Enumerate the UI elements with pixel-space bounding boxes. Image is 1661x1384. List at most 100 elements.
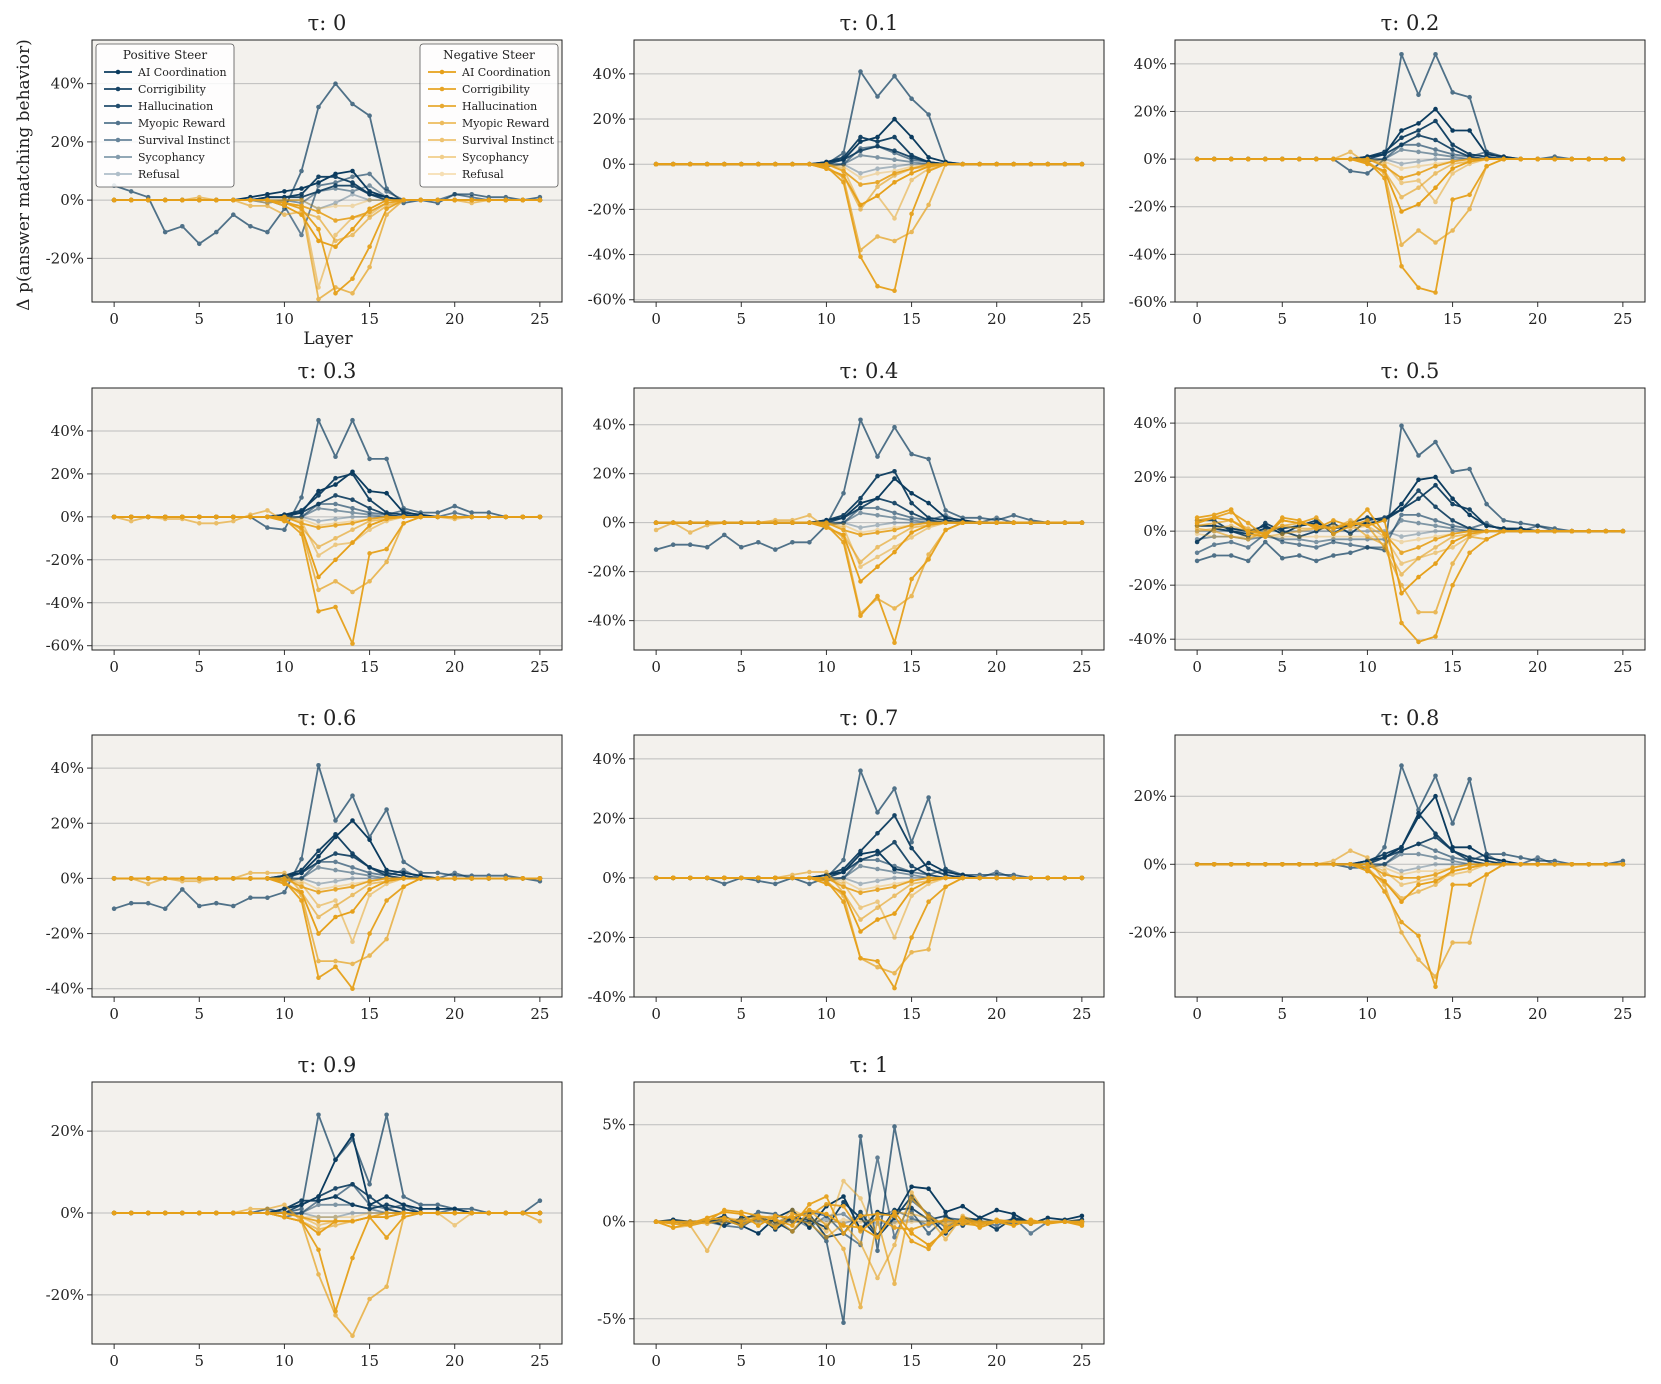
panel-5-point: [875, 495, 880, 501]
panel-3-point: [1484, 156, 1489, 162]
panel-11-point: [841, 1231, 846, 1236]
panel-4-point: [384, 559, 389, 565]
panel-9-point: [1484, 851, 1489, 857]
panel-10-point: [350, 1333, 355, 1339]
panel-5-point: [722, 520, 727, 525]
panel-10-point: [537, 1198, 543, 1203]
panel-4-point: [367, 518, 372, 524]
panel-7-x-tick-label: 5: [195, 1005, 205, 1023]
panel-5-point: [824, 520, 829, 525]
panel-6-point: [1348, 542, 1353, 547]
panel-9-point: [1518, 855, 1523, 860]
panel-2-point: [1011, 161, 1016, 167]
panel-4-point: [111, 514, 117, 520]
panel-1-point: [162, 229, 168, 235]
panel-2-point: [875, 155, 880, 160]
panel-3-point: [1450, 90, 1455, 95]
panel-6-point: [1280, 534, 1285, 539]
panel-6-point: [1450, 539, 1455, 545]
panel-1-point: [333, 174, 338, 180]
panel-4-point: [469, 514, 475, 520]
panel-5-point: [1011, 520, 1016, 525]
panel-2-x-tick-label: 5: [737, 310, 747, 328]
panel-1-point: [180, 224, 185, 229]
panel-4-point: [248, 514, 253, 520]
panel-2-point: [687, 161, 693, 167]
panel-11-point: [1011, 1219, 1016, 1224]
panel-4-point: [333, 482, 338, 487]
panel-8-point: [858, 863, 863, 869]
panel-8-title: τ: 0.7: [840, 706, 899, 730]
panel-4-point: [350, 518, 355, 524]
panel-5-point: [704, 520, 710, 525]
panel-2-frame: [633, 39, 1105, 303]
panel-7-point: [128, 900, 134, 906]
panel-9-point: [1416, 868, 1421, 874]
panel-10-point: [350, 1202, 355, 1208]
panel-2-line-negative-refusal: [656, 163, 1082, 179]
panel-10-point: [418, 1206, 424, 1212]
panel-6-point: [1228, 509, 1234, 515]
panel-6-point: [1228, 523, 1234, 529]
panel-4-point: [486, 514, 492, 520]
panel-4-point: [282, 527, 287, 532]
panel-6-plot-area: [1175, 388, 1645, 650]
panel-11-point: [875, 1217, 880, 1223]
panel-3-point: [1535, 156, 1540, 162]
panel-10-point: [401, 1194, 406, 1199]
panel-3-point: [1399, 264, 1404, 269]
panel-8-x-tick-label: 10: [817, 1005, 836, 1023]
panel-3-point: [1228, 156, 1234, 162]
panel-6-x-tick-label: 20: [1528, 658, 1547, 676]
panel-6-point: [1433, 474, 1438, 480]
panel-1-point: [299, 186, 304, 191]
panel-5-point: [858, 611, 863, 616]
panel-11-point: [994, 1207, 999, 1213]
panel-4-x-tick-label: 25: [530, 658, 549, 676]
panel-5-point: [858, 510, 863, 516]
panel-2-point: [841, 161, 846, 167]
panel-3-point: [1399, 128, 1404, 133]
panel-11-point: [756, 1213, 761, 1219]
panel-2-point: [909, 171, 914, 176]
panel-3-point: [1348, 168, 1353, 174]
panel-8-point: [892, 911, 897, 916]
panel-7-point: [162, 906, 168, 911]
panel-7: -40%-20%0%20%40%0 5 10 15 20 25τ: 0.6: [46, 706, 563, 1023]
panel-3-point: [1450, 128, 1455, 133]
panel-4-point: [316, 544, 321, 550]
panel-9-y-tick-label: -20%: [1129, 923, 1167, 941]
panel-5-point: [1028, 520, 1034, 525]
panel-9-point: [1433, 875, 1438, 881]
panel-6-point: [1263, 520, 1268, 526]
panel-6-point: [1433, 518, 1438, 523]
panel-2-x-tick-label: 20: [987, 310, 1006, 328]
panel-7-point: [367, 878, 372, 884]
panel-6-point: [1211, 515, 1217, 520]
panel-7-point: [537, 876, 543, 881]
panel-3-point: [1365, 161, 1370, 167]
panel-2-point: [943, 161, 948, 167]
panel-4-point: [111, 514, 117, 520]
panel-6-point: [1450, 545, 1455, 550]
panel-5-point: [977, 520, 982, 525]
panel-7-plot-area: [92, 735, 562, 997]
panel-7-point: [111, 906, 117, 911]
panel-2-point: [892, 134, 897, 140]
panel-2-y-tick-label: -40%: [588, 246, 626, 264]
panel-7-point: [197, 903, 202, 909]
panel-6-x-tick-label: 25: [1613, 658, 1632, 676]
panel-9-point: [1399, 763, 1404, 768]
panel-6-point: [1586, 528, 1592, 534]
panel-1-point: [214, 229, 219, 235]
panel-2-point: [1028, 161, 1034, 167]
panel-7-point: [367, 953, 372, 958]
panel-7-y-tick-label: 20%: [51, 814, 84, 832]
panel-2-point: [824, 161, 829, 167]
panel-1-point: [333, 232, 338, 238]
panel-8-point: [858, 881, 863, 887]
panel-5-point: [807, 520, 812, 525]
panel-5-point: [909, 530, 914, 535]
panel-5-point: [875, 544, 880, 550]
panel-2-point: [892, 164, 897, 169]
